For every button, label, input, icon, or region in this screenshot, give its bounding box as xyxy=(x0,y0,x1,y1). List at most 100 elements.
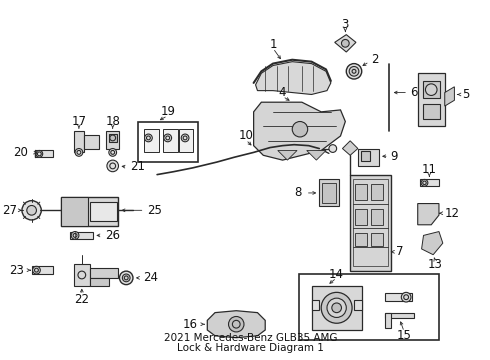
Polygon shape xyxy=(278,150,297,160)
Circle shape xyxy=(342,40,349,47)
Circle shape xyxy=(401,292,411,302)
Bar xyxy=(138,122,197,162)
Text: 11: 11 xyxy=(422,163,437,176)
Text: 13: 13 xyxy=(428,258,442,271)
Bar xyxy=(70,231,94,239)
Circle shape xyxy=(164,134,171,142)
Bar xyxy=(361,152,370,161)
Text: 20: 20 xyxy=(13,146,28,159)
Text: 3: 3 xyxy=(342,18,349,31)
Circle shape xyxy=(71,231,79,239)
Circle shape xyxy=(181,134,189,142)
Bar xyxy=(312,285,362,330)
Bar xyxy=(422,81,440,98)
Bar xyxy=(385,312,414,319)
Text: 2021 Mercedes-Benz GLB35 AMG: 2021 Mercedes-Benz GLB35 AMG xyxy=(164,333,338,343)
Circle shape xyxy=(292,122,308,137)
Bar xyxy=(74,264,90,285)
Bar xyxy=(106,131,120,149)
Text: 10: 10 xyxy=(239,130,253,143)
Polygon shape xyxy=(417,203,439,225)
Text: 27: 27 xyxy=(2,204,17,217)
Text: 2: 2 xyxy=(371,53,379,66)
Circle shape xyxy=(425,84,437,95)
Circle shape xyxy=(421,179,428,186)
Bar xyxy=(422,104,440,118)
Bar xyxy=(354,300,362,310)
Polygon shape xyxy=(307,150,326,160)
Circle shape xyxy=(346,64,362,79)
Circle shape xyxy=(107,160,119,172)
Circle shape xyxy=(145,134,152,142)
Bar xyxy=(353,179,388,266)
Bar xyxy=(355,233,367,246)
Bar xyxy=(109,134,117,142)
Bar xyxy=(179,129,193,152)
Bar xyxy=(319,179,339,206)
Bar xyxy=(350,175,391,271)
Text: Lock & Hardware Diagram 1: Lock & Hardware Diagram 1 xyxy=(177,343,324,354)
Bar xyxy=(417,73,445,126)
Text: 23: 23 xyxy=(9,264,24,276)
Polygon shape xyxy=(343,141,358,155)
Text: 4: 4 xyxy=(279,86,286,99)
Polygon shape xyxy=(207,311,265,338)
Text: 9: 9 xyxy=(391,150,398,163)
Text: 24: 24 xyxy=(144,271,159,284)
Text: 19: 19 xyxy=(160,105,175,118)
Polygon shape xyxy=(254,102,345,160)
Circle shape xyxy=(327,298,346,318)
Bar xyxy=(84,135,99,149)
Bar xyxy=(35,150,53,157)
Text: 14: 14 xyxy=(329,267,344,280)
Bar xyxy=(90,278,109,285)
Bar xyxy=(371,233,383,246)
Text: 15: 15 xyxy=(397,329,412,342)
Circle shape xyxy=(22,201,41,220)
Bar xyxy=(419,179,439,186)
Circle shape xyxy=(36,150,43,157)
Text: 25: 25 xyxy=(147,204,162,217)
Circle shape xyxy=(120,271,133,285)
Circle shape xyxy=(332,303,342,312)
Bar xyxy=(358,149,379,166)
Bar xyxy=(74,131,84,152)
Circle shape xyxy=(321,292,352,323)
Circle shape xyxy=(228,316,244,332)
Bar xyxy=(322,183,336,203)
Circle shape xyxy=(329,145,337,152)
Bar xyxy=(371,184,383,200)
Bar xyxy=(32,266,53,274)
Text: 1: 1 xyxy=(269,38,277,51)
Bar xyxy=(312,300,319,310)
Text: 26: 26 xyxy=(105,229,120,242)
Text: 8: 8 xyxy=(294,186,302,199)
Bar xyxy=(355,210,367,225)
Polygon shape xyxy=(421,231,443,255)
Bar xyxy=(90,202,117,221)
Text: 7: 7 xyxy=(396,245,404,258)
Bar xyxy=(299,274,439,339)
Text: 12: 12 xyxy=(445,207,460,220)
Circle shape xyxy=(349,67,359,76)
Bar xyxy=(371,210,383,225)
Circle shape xyxy=(32,266,40,274)
Polygon shape xyxy=(335,35,356,52)
Text: 5: 5 xyxy=(462,88,469,101)
Bar xyxy=(385,312,391,328)
Polygon shape xyxy=(256,62,331,94)
Circle shape xyxy=(75,149,83,156)
Bar xyxy=(144,129,159,152)
Polygon shape xyxy=(445,87,454,106)
Text: 21: 21 xyxy=(130,160,145,174)
Text: 18: 18 xyxy=(105,115,120,128)
Text: 16: 16 xyxy=(183,318,197,331)
Text: 6: 6 xyxy=(410,86,417,99)
Bar xyxy=(355,184,367,200)
Circle shape xyxy=(27,206,36,215)
Bar xyxy=(385,293,412,301)
Bar xyxy=(61,197,88,226)
Bar xyxy=(163,129,178,152)
Bar xyxy=(90,268,119,278)
Circle shape xyxy=(122,274,130,282)
